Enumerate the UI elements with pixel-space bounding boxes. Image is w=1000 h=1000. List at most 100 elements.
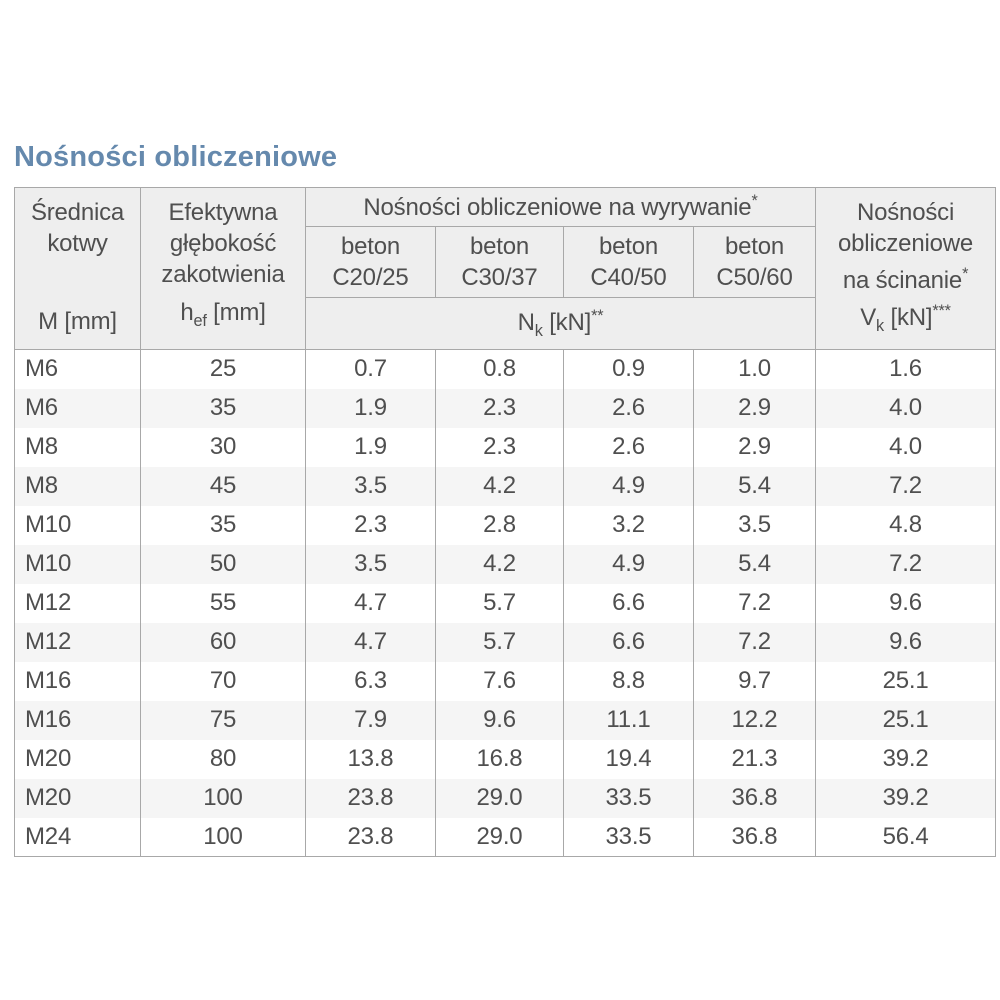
- cell-vk: 1.6: [815, 349, 996, 389]
- table-body: M6 25 0.7 0.8 0.9 1.0 1.6 M6 35 1.9 2.3 …: [14, 349, 996, 857]
- cell-nk-c2025: 4.7: [305, 583, 436, 623]
- header-effective-depth-unit: hef [mm]: [180, 298, 266, 330]
- cell-nk-c2025: 7.9: [305, 700, 436, 740]
- cell-nk-c5060: 3.5: [692, 505, 816, 545]
- table-row: M12 60 4.7 5.7 6.6 7.2 9.6: [14, 622, 996, 662]
- cell-nk-c4050: 11.1: [563, 700, 694, 740]
- cell-nk-c2025: 23.8: [305, 778, 436, 818]
- header-pullout-group: Nośności obliczeniowe na wyrywanie*: [304, 187, 816, 227]
- cell-nk-c5060: 12.2: [692, 700, 816, 740]
- cell-nk-c2025: 13.8: [305, 739, 436, 779]
- cell-nk-c4050: 8.8: [563, 661, 694, 701]
- cell-vk: 39.2: [815, 778, 996, 818]
- table-row: M10 35 2.3 2.8 3.2 3.5 4.8: [14, 505, 996, 545]
- cell-nk-c3037: 2.8: [435, 505, 564, 545]
- cell-nk-c3037: 4.2: [435, 466, 564, 506]
- cell-anchor: M24: [14, 817, 141, 857]
- cell-nk-c4050: 2.6: [563, 427, 694, 467]
- header-concrete-c5060: beton C50/60: [692, 226, 816, 298]
- cell-anchor: M10: [14, 505, 141, 545]
- header-shear-unit: Vk [kN]***: [860, 301, 951, 335]
- page-title: Nośności obliczeniowe: [14, 141, 338, 173]
- table-row: M20 80 13.8 16.8 19.4 21.3 39.2: [14, 739, 996, 779]
- cell-nk-c4050: 33.5: [563, 817, 694, 857]
- cell-vk: 39.2: [815, 739, 996, 779]
- header-concrete-c4050: beton C40/50: [563, 226, 694, 298]
- cell-hef: 70: [140, 661, 306, 701]
- cell-nk-c3037: 5.7: [435, 622, 564, 662]
- cell-vk: 4.0: [815, 427, 996, 467]
- cell-nk-c4050: 4.9: [563, 466, 694, 506]
- cell-anchor: M16: [14, 700, 141, 740]
- cell-nk-c5060: 1.0: [692, 349, 816, 389]
- header-effective-depth-label: Efektywna głębokość zakotwienia: [161, 198, 285, 288]
- cell-anchor: M6: [14, 349, 141, 389]
- cell-nk-c2025: 3.5: [305, 466, 436, 506]
- cell-hef: 45: [140, 466, 306, 506]
- cell-nk-c5060: 7.2: [692, 622, 816, 662]
- table-header: Średnica kotwy M [mm] Efektywna głębokoś…: [14, 187, 996, 350]
- page: Nośności obliczeniowe Średnica kotwy M […: [14, 141, 997, 857]
- cell-anchor: M16: [14, 661, 141, 701]
- header-anchor-diameter: Średnica kotwy M [mm]: [14, 187, 141, 350]
- cell-nk-c2025: 6.3: [305, 661, 436, 701]
- cell-anchor: M6: [14, 388, 141, 428]
- cell-nk-c5060: 36.8: [692, 817, 816, 857]
- cell-vk: 56.4: [815, 817, 996, 857]
- header-shear-label: Nośności obliczeniowe na ścinanie*: [838, 198, 974, 294]
- cell-anchor: M20: [14, 778, 141, 818]
- cell-nk-c5060: 36.8: [692, 778, 816, 818]
- table-row: M8 45 3.5 4.2 4.9 5.4 7.2: [14, 466, 996, 506]
- cell-nk-c5060: 5.4: [692, 544, 816, 584]
- table-row: M16 70 6.3 7.6 8.8 9.7 25.1: [14, 661, 996, 701]
- header-anchor-diameter-unit: M [mm]: [38, 307, 117, 335]
- table-row: M12 55 4.7 5.7 6.6 7.2 9.6: [14, 583, 996, 623]
- cell-nk-c4050: 19.4: [563, 739, 694, 779]
- table-row: M10 50 3.5 4.2 4.9 5.4 7.2: [14, 544, 996, 584]
- cell-hef: 100: [140, 778, 306, 818]
- cell-anchor: M12: [14, 583, 141, 623]
- table-row: M16 75 7.9 9.6 11.1 12.2 25.1: [14, 700, 996, 740]
- cell-nk-c4050: 4.9: [563, 544, 694, 584]
- cell-nk-c2025: 23.8: [305, 817, 436, 857]
- cell-nk-c3037: 2.3: [435, 427, 564, 467]
- header-concrete-c3037: beton C30/37: [435, 226, 564, 298]
- table-row: M6 25 0.7 0.8 0.9 1.0 1.6: [14, 349, 996, 389]
- cell-hef: 100: [140, 817, 306, 857]
- cell-nk-c3037: 29.0: [435, 778, 564, 818]
- cell-vk: 25.1: [815, 661, 996, 701]
- cell-hef: 35: [140, 505, 306, 545]
- cell-nk-c2025: 1.9: [305, 427, 436, 467]
- cell-nk-c2025: 4.7: [305, 622, 436, 662]
- cell-vk: 7.2: [815, 544, 996, 584]
- cell-nk-c5060: 7.2: [692, 583, 816, 623]
- header-nk-unit: Nk [kN]**: [304, 297, 816, 350]
- cell-nk-c2025: 2.3: [305, 505, 436, 545]
- table-row: M8 30 1.9 2.3 2.6 2.9 4.0: [14, 427, 996, 467]
- cell-hef: 30: [140, 427, 306, 467]
- cell-vk: 25.1: [815, 700, 996, 740]
- cell-anchor: M12: [14, 622, 141, 662]
- cell-vk: 4.8: [815, 505, 996, 545]
- cell-nk-c4050: 6.6: [563, 622, 694, 662]
- cell-hef: 55: [140, 583, 306, 623]
- table-row: M20 100 23.8 29.0 33.5 36.8 39.2: [14, 778, 996, 818]
- cell-nk-c3037: 7.6: [435, 661, 564, 701]
- cell-vk: 4.0: [815, 388, 996, 428]
- cell-nk-c2025: 1.9: [305, 388, 436, 428]
- cell-nk-c3037: 9.6: [435, 700, 564, 740]
- load-capacity-table: Średnica kotwy M [mm] Efektywna głębokoś…: [14, 187, 997, 857]
- cell-vk: 9.6: [815, 583, 996, 623]
- cell-hef: 60: [140, 622, 306, 662]
- cell-nk-c4050: 0.9: [563, 349, 694, 389]
- cell-nk-c3037: 0.8: [435, 349, 564, 389]
- cell-hef: 75: [140, 700, 306, 740]
- cell-nk-c4050: 6.6: [563, 583, 694, 623]
- cell-hef: 25: [140, 349, 306, 389]
- cell-nk-c5060: 5.4: [692, 466, 816, 506]
- cell-nk-c4050: 2.6: [563, 388, 694, 428]
- cell-anchor: M8: [14, 427, 141, 467]
- cell-nk-c3037: 5.7: [435, 583, 564, 623]
- table-row: M24 100 23.8 29.0 33.5 36.8 56.4: [14, 817, 996, 857]
- cell-nk-c3037: 4.2: [435, 544, 564, 584]
